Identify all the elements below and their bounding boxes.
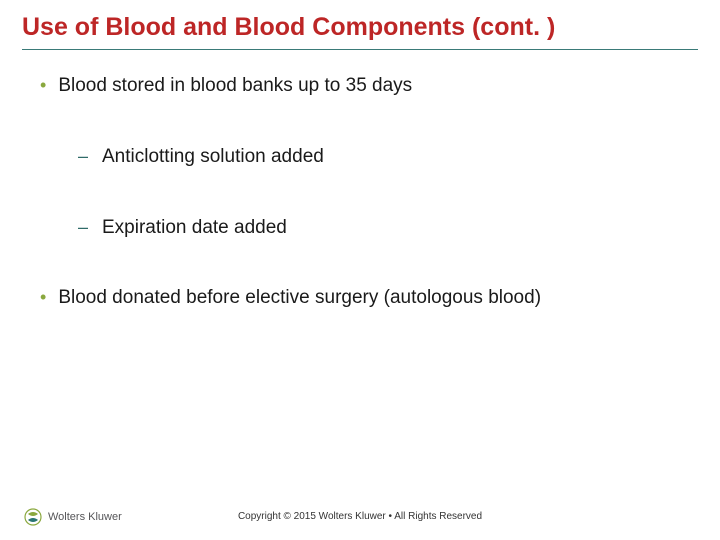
- title-region: Use of Blood and Blood Components (cont.…: [0, 0, 720, 50]
- dash-icon: –: [78, 145, 92, 168]
- list-item-text: Expiration date added: [102, 216, 287, 241]
- list-item: • Blood stored in blood banks up to 35 d…: [40, 74, 680, 99]
- sublist: – Anticlotting solution added – Expirati…: [78, 145, 680, 240]
- slide-title: Use of Blood and Blood Components (cont.…: [22, 12, 698, 43]
- bullet-icon: •: [40, 286, 46, 309]
- list-item: • Blood donated before elective surgery …: [40, 286, 680, 311]
- dash-icon: –: [78, 216, 92, 239]
- list-item-text: Anticlotting solution added: [102, 145, 324, 170]
- list-item: – Expiration date added: [78, 216, 680, 241]
- list-item-text: Blood donated before elective surgery (a…: [58, 286, 541, 311]
- list-item-text: Blood stored in blood banks up to 35 day…: [58, 74, 412, 99]
- copyright-footer: Copyright © 2015 Wolters Kluwer • All Ri…: [0, 511, 720, 522]
- content-region: • Blood stored in blood banks up to 35 d…: [0, 50, 720, 311]
- list-item: – Anticlotting solution added: [78, 145, 680, 170]
- bullet-icon: •: [40, 74, 46, 97]
